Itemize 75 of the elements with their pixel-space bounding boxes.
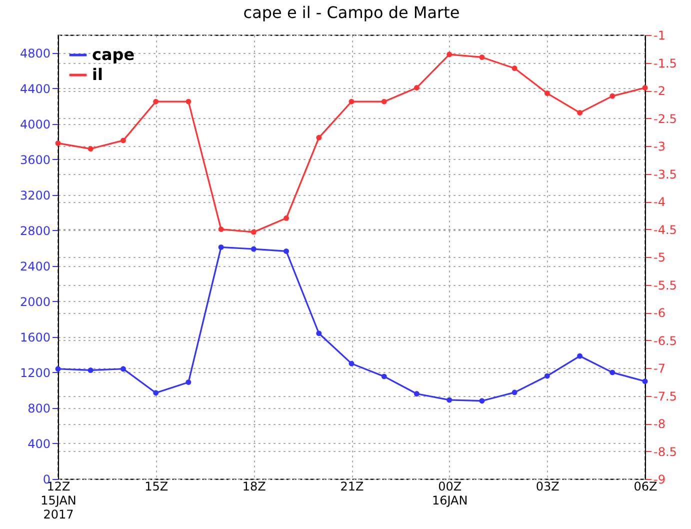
point bbox=[153, 98, 159, 104]
y2-tick-label: -6 bbox=[654, 306, 666, 320]
point bbox=[186, 98, 192, 104]
x-tick-label: 03Z bbox=[536, 480, 560, 494]
y-tick-label: 1600 bbox=[20, 330, 50, 344]
point bbox=[55, 140, 61, 146]
y2-tick-label: -6.5 bbox=[654, 334, 677, 348]
point bbox=[250, 229, 256, 235]
y-tick-label: 4000 bbox=[20, 117, 50, 132]
point bbox=[642, 84, 648, 90]
point bbox=[218, 226, 224, 232]
point bbox=[55, 366, 61, 372]
point bbox=[544, 373, 550, 379]
y2-tick-label: -8.5 bbox=[654, 444, 677, 459]
point bbox=[479, 398, 485, 404]
point bbox=[512, 66, 518, 72]
point bbox=[348, 98, 354, 104]
y-tick-label: 2000 bbox=[20, 294, 50, 309]
y2-tick-label: -8 bbox=[654, 417, 666, 431]
y2-tick-label: -7 bbox=[654, 362, 666, 376]
y-tick-label: 4400 bbox=[20, 82, 50, 96]
point bbox=[610, 370, 616, 376]
point bbox=[250, 246, 256, 252]
point bbox=[284, 215, 290, 221]
point bbox=[218, 244, 224, 250]
y2-tick-label: -3 bbox=[654, 140, 666, 154]
point bbox=[414, 391, 420, 396]
y2-tick-label: -3.5 bbox=[654, 167, 677, 182]
y-tick-label: 2800 bbox=[20, 224, 50, 238]
point bbox=[348, 360, 354, 366]
point bbox=[446, 52, 452, 58]
point bbox=[381, 98, 387, 104]
point bbox=[153, 390, 159, 396]
x-tick-label: 15Z bbox=[144, 480, 168, 494]
x-tick-label: 00Z 16JAN bbox=[432, 480, 468, 508]
chart-title: cape e il - Campo de Marte bbox=[243, 3, 460, 22]
x-tick-label: 06Z bbox=[634, 480, 658, 494]
y-tick-label: 800 bbox=[28, 401, 50, 416]
y-tick-label: 3200 bbox=[20, 188, 50, 202]
y2-tick-label: -2 bbox=[654, 84, 666, 98]
y2-tick-label: -7.5 bbox=[654, 389, 677, 404]
y2-tick-label: -5 bbox=[654, 250, 666, 264]
point bbox=[381, 374, 387, 380]
legend-label: il bbox=[92, 65, 103, 84]
point bbox=[642, 378, 648, 384]
point bbox=[88, 146, 94, 152]
point bbox=[316, 134, 322, 140]
y-tick-label: 3600 bbox=[20, 152, 50, 167]
y2-tick-label: -1 bbox=[654, 28, 666, 42]
point bbox=[120, 138, 126, 144]
y-tick-label: 400 bbox=[28, 436, 50, 451]
point bbox=[479, 54, 485, 60]
y-tick-label: 4800 bbox=[20, 46, 50, 60]
x-tick-label: 18Z bbox=[242, 480, 266, 494]
point bbox=[577, 353, 583, 359]
point bbox=[446, 397, 452, 403]
y2-tick-label: -4 bbox=[654, 195, 666, 209]
point bbox=[284, 248, 290, 254]
point bbox=[186, 379, 192, 385]
point bbox=[316, 330, 322, 336]
point bbox=[577, 110, 583, 116]
y2-tick-label: -1.5 bbox=[654, 56, 677, 70]
point bbox=[120, 366, 126, 372]
y2-tick-label: -2.5 bbox=[654, 112, 677, 126]
point bbox=[610, 93, 616, 99]
y2-tick-label: -5.5 bbox=[654, 278, 677, 292]
x-tick-label: 21Z bbox=[340, 480, 364, 494]
point bbox=[414, 84, 420, 90]
point bbox=[544, 90, 550, 96]
legend-label: cape bbox=[92, 45, 135, 64]
y-tick-label: 2400 bbox=[20, 259, 50, 274]
y2-tick-label: -4.5 bbox=[654, 222, 677, 237]
point bbox=[88, 367, 94, 373]
point bbox=[512, 390, 518, 396]
y-tick-label: 1200 bbox=[20, 366, 50, 380]
